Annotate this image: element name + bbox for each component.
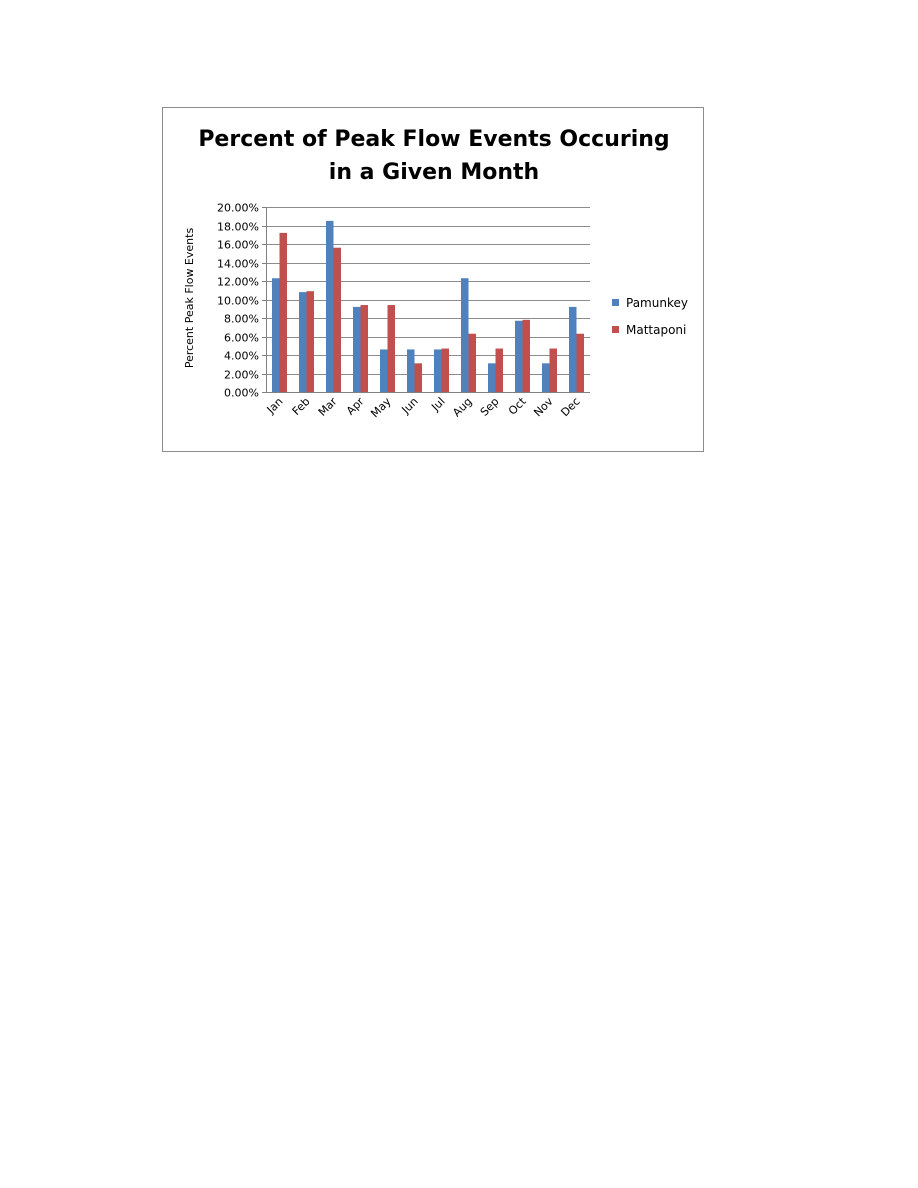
- y-tick-label: 18.00%: [217, 221, 259, 234]
- bar-mattaponi-jun: [414, 363, 422, 392]
- x-tick-label: Sep: [478, 395, 502, 419]
- bar-mattaponi-jan: [279, 232, 287, 392]
- y-tick-label: 4.00%: [224, 350, 259, 363]
- legend-label-pamunkey: Pamunkey: [626, 296, 688, 310]
- x-tick-label: May: [368, 395, 394, 421]
- bar-pamunkey-may: [380, 349, 388, 392]
- legend-swatch-mattaponi: [612, 326, 619, 333]
- bar-pamunkey-nov: [542, 363, 550, 392]
- y-tick-label: 0.00%: [224, 387, 259, 400]
- bar-mattaponi-sep: [495, 348, 503, 392]
- y-axis-label: Percent Peak Flow Events: [183, 228, 196, 369]
- x-tick-label: Mar: [316, 395, 340, 419]
- bar-mattaponi-aug: [468, 333, 476, 392]
- bar-mattaponi-apr: [360, 305, 368, 392]
- x-tick-label: Aug: [450, 395, 474, 419]
- chart-title-line-1: Percent of Peak Flow Events Occuring: [198, 127, 669, 152]
- y-tick-label: 20.00%: [217, 202, 259, 215]
- bar-pamunkey-jul: [434, 349, 442, 392]
- bar-pamunkey-mar: [326, 220, 334, 392]
- chart-title-line-2: in a Given Month: [329, 160, 539, 185]
- x-tick-label: Nov: [531, 395, 556, 420]
- x-tick-label: Oct: [506, 394, 529, 417]
- gridlines: [266, 207, 590, 393]
- bar-pamunkey-apr: [353, 306, 361, 392]
- bar-chart: Percent of Peak Flow Events Occuring in …: [183, 127, 688, 420]
- bar-mattaponi-oct: [522, 319, 530, 392]
- legend-swatch-pamunkey: [612, 299, 619, 306]
- y-axis-ticks: 0.00% 2.00% 4.00% 6.00% 8.00% 10.00% 12.00% 14.…: [217, 202, 266, 400]
- bar-pamunkey-oct: [515, 320, 523, 392]
- bar-pamunkey-jun: [407, 349, 415, 392]
- x-tick-label: Jan: [264, 395, 286, 417]
- y-tick-label: 16.00%: [217, 239, 259, 252]
- bar-mattaponi-may: [387, 305, 395, 392]
- x-tick-label: Jul: [428, 395, 447, 414]
- bar-mattaponi-nov: [549, 348, 557, 392]
- bar-pamunkey-jan: [272, 278, 280, 392]
- x-tick-label: Jun: [399, 395, 421, 417]
- x-axis-ticks: Jan Feb Mar Apr May Jun Jul Aug Sep Oct Nov Dec: [264, 394, 583, 420]
- bar-pamunkey-sep: [488, 363, 496, 392]
- x-tick-label: Dec: [558, 395, 582, 419]
- legend: Pamunkey Mattaponi: [612, 296, 688, 337]
- y-tick-label: 6.00%: [224, 332, 259, 345]
- bar-pamunkey-dec: [569, 306, 577, 392]
- bar-pamunkey-aug: [461, 278, 469, 392]
- y-tick-label: 14.00%: [217, 258, 259, 271]
- x-tick-label: Feb: [290, 395, 313, 418]
- bar-mattaponi-feb: [306, 291, 314, 392]
- legend-label-mattaponi: Mattaponi: [626, 323, 686, 337]
- bar-mattaponi-jul: [441, 348, 449, 392]
- chart-container: Percent of Peak Flow Events Occuring in …: [162, 107, 704, 452]
- bar-pamunkey-feb: [299, 292, 307, 392]
- bars: [272, 220, 584, 392]
- y-tick-label: 2.00%: [224, 369, 259, 382]
- y-tick-label: 12.00%: [217, 276, 259, 289]
- bar-mattaponi-dec: [576, 333, 584, 392]
- y-tick-label: 8.00%: [224, 313, 259, 326]
- y-tick-label: 10.00%: [217, 295, 259, 308]
- bar-mattaponi-mar: [333, 247, 341, 392]
- x-tick-label: Apr: [344, 395, 367, 418]
